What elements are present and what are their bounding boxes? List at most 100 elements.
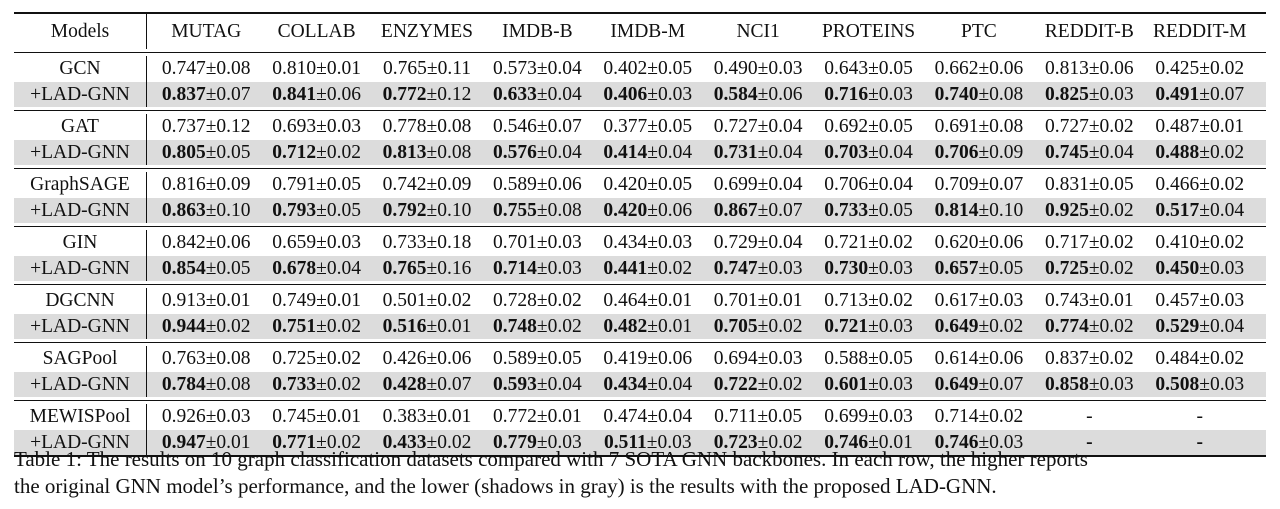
mean-value: 0.774 xyxy=(1044,315,1089,337)
results-table: Models MUTAG COLLAB ENZYMES IMDB-B IMDB-M NCI… xyxy=(14,12,1266,457)
plus-minus-sign: ± xyxy=(316,431,327,453)
std-value: 0.02 xyxy=(437,290,472,311)
mean-value: 0.589 xyxy=(493,348,537,369)
mean-value: 0.841 xyxy=(272,83,317,105)
std-value: 0.03 xyxy=(1209,373,1245,395)
mean-value: 0.727 xyxy=(713,116,758,137)
std-value: 0.10 xyxy=(989,199,1024,221)
mean-value: 0.434 xyxy=(603,373,648,395)
plus-minus-sign: ± xyxy=(1088,174,1100,195)
plus-minus-sign: ± xyxy=(1199,199,1210,221)
score-cell: 0.813±0.06 xyxy=(1034,59,1144,79)
column-divider xyxy=(146,172,147,198)
mean-value: 0.749 xyxy=(272,290,317,311)
std-value: 0.02 xyxy=(216,315,251,337)
plus-minus-sign: ± xyxy=(868,232,879,253)
plus-minus-sign: ± xyxy=(205,141,217,163)
score-cell: 0.434±0.04 xyxy=(593,373,703,395)
mean-value: 0.490 xyxy=(713,58,758,79)
score-cell: 0.589±0.06 xyxy=(482,175,592,195)
plus-minus-sign: ± xyxy=(316,406,327,427)
plus-minus-sign: ± xyxy=(316,257,327,279)
plus-minus-sign: ± xyxy=(316,315,327,337)
lad-gnn-row: +LAD-GNN 0.805±0.05 0.712±0.02 0.813±0.08 0.… xyxy=(14,139,1266,165)
mean-value: 0.482 xyxy=(603,315,648,337)
score-cell: 0.491±0.07 xyxy=(1145,84,1255,105)
std-value: 0.03 xyxy=(657,83,693,105)
mean-value: 0.747 xyxy=(713,257,758,279)
score-cell: 0.717±0.02 xyxy=(1034,233,1144,253)
score-cell: 0.691±0.08 xyxy=(924,117,1034,137)
std-value: 0.03 xyxy=(878,83,913,105)
std-value: 0.08 xyxy=(216,348,251,369)
score-cell: 0.725±0.02 xyxy=(261,349,371,369)
mean-value: 0.474 xyxy=(603,406,648,427)
mean-value: 0.699 xyxy=(713,174,758,195)
plus-minus-sign: ± xyxy=(536,174,548,195)
std-value: 0.10 xyxy=(216,199,251,221)
std-value: 0.03 xyxy=(1209,257,1245,279)
score-cell: 0.420±0.05 xyxy=(593,175,703,195)
std-value: 0.02 xyxy=(326,141,361,163)
mean-value: 0.694 xyxy=(713,348,758,369)
score-cell: 0.944±0.02 xyxy=(151,315,261,337)
score-cell: 0.457±0.03 xyxy=(1145,291,1255,311)
mean-value: 0.588 xyxy=(824,348,869,369)
bottom-rule xyxy=(14,455,1266,457)
score-cell: 0.484±0.02 xyxy=(1145,349,1255,369)
score-cell: 0.793±0.05 xyxy=(261,200,371,221)
mean-value: 0.725 xyxy=(1044,257,1089,279)
std-value: 0.02 xyxy=(989,315,1024,337)
score-cell: 0.474±0.04 xyxy=(593,407,703,427)
plus-minus-sign: ± xyxy=(316,174,327,195)
mean-value: 0.944 xyxy=(161,315,206,337)
mean-value: 0.457 xyxy=(1155,290,1200,311)
std-value: 0.07 xyxy=(989,373,1024,395)
header-row: Models MUTAG COLLAB ENZYMES IMDB-B IMDB-M NCI… xyxy=(14,14,1266,49)
mean-value: - xyxy=(1086,431,1093,453)
mean-value: 0.546 xyxy=(493,116,537,137)
plus-minus-sign: ± xyxy=(205,83,217,105)
plus-minus-sign: ± xyxy=(647,58,658,79)
score-cell: 0.488±0.02 xyxy=(1145,142,1255,163)
score-cell: 0.745±0.01 xyxy=(261,407,371,427)
std-value: 0.05 xyxy=(989,257,1024,279)
plus-minus-sign: ± xyxy=(426,348,438,369)
plus-minus-sign: ± xyxy=(205,348,217,369)
mean-value: 0.420 xyxy=(603,174,648,195)
plus-minus-sign: ± xyxy=(1088,232,1100,253)
lad-gnn-row: +LAD-GNN 0.784±0.08 0.733±0.02 0.428±0.07 0.… xyxy=(14,371,1266,397)
std-value: 0.02 xyxy=(657,257,693,279)
plus-minus-sign: ± xyxy=(1199,290,1210,311)
std-value: 0.03 xyxy=(1209,290,1245,311)
score-cell: 0.633±0.04 xyxy=(482,84,592,105)
std-value: 0.02 xyxy=(1099,232,1134,253)
std-value: 0.05 xyxy=(768,406,803,427)
plus-minus-sign: ± xyxy=(426,83,438,105)
plus-minus-sign: ± xyxy=(868,431,879,453)
plus-minus-sign: ± xyxy=(868,290,879,311)
mean-value: 0.701 xyxy=(493,232,537,253)
plus-minus-sign: ± xyxy=(868,116,879,137)
std-value: 0.01 xyxy=(657,315,693,337)
mean-value: 0.813 xyxy=(1044,58,1089,79)
std-value: 0.01 xyxy=(1209,116,1245,137)
method-label: +LAD-GNN xyxy=(30,431,130,453)
mean-value: 0.863 xyxy=(161,199,206,221)
score-cell: 0.778±0.08 xyxy=(372,117,482,137)
mean-value: 0.464 xyxy=(603,290,648,311)
plus-minus-sign: ± xyxy=(316,373,327,395)
std-value: 0.02 xyxy=(878,290,913,311)
std-value: 0.01 xyxy=(326,58,361,79)
plus-minus-sign: ± xyxy=(978,257,990,279)
models-header: Models xyxy=(50,20,110,42)
lad-gnn-row: +LAD-GNN 0.837±0.07 0.841±0.06 0.772±0.12 0.… xyxy=(14,81,1266,107)
score-cell: 0.589±0.05 xyxy=(482,349,592,369)
std-value: 0.06 xyxy=(1099,58,1134,79)
plus-minus-sign: ± xyxy=(536,257,548,279)
score-cell: 0.816±0.09 xyxy=(151,175,261,195)
plus-minus-sign: ± xyxy=(978,58,990,79)
std-value: 0.02 xyxy=(768,431,803,453)
plus-minus-sign: ± xyxy=(868,373,879,395)
group-rule xyxy=(14,400,1266,401)
